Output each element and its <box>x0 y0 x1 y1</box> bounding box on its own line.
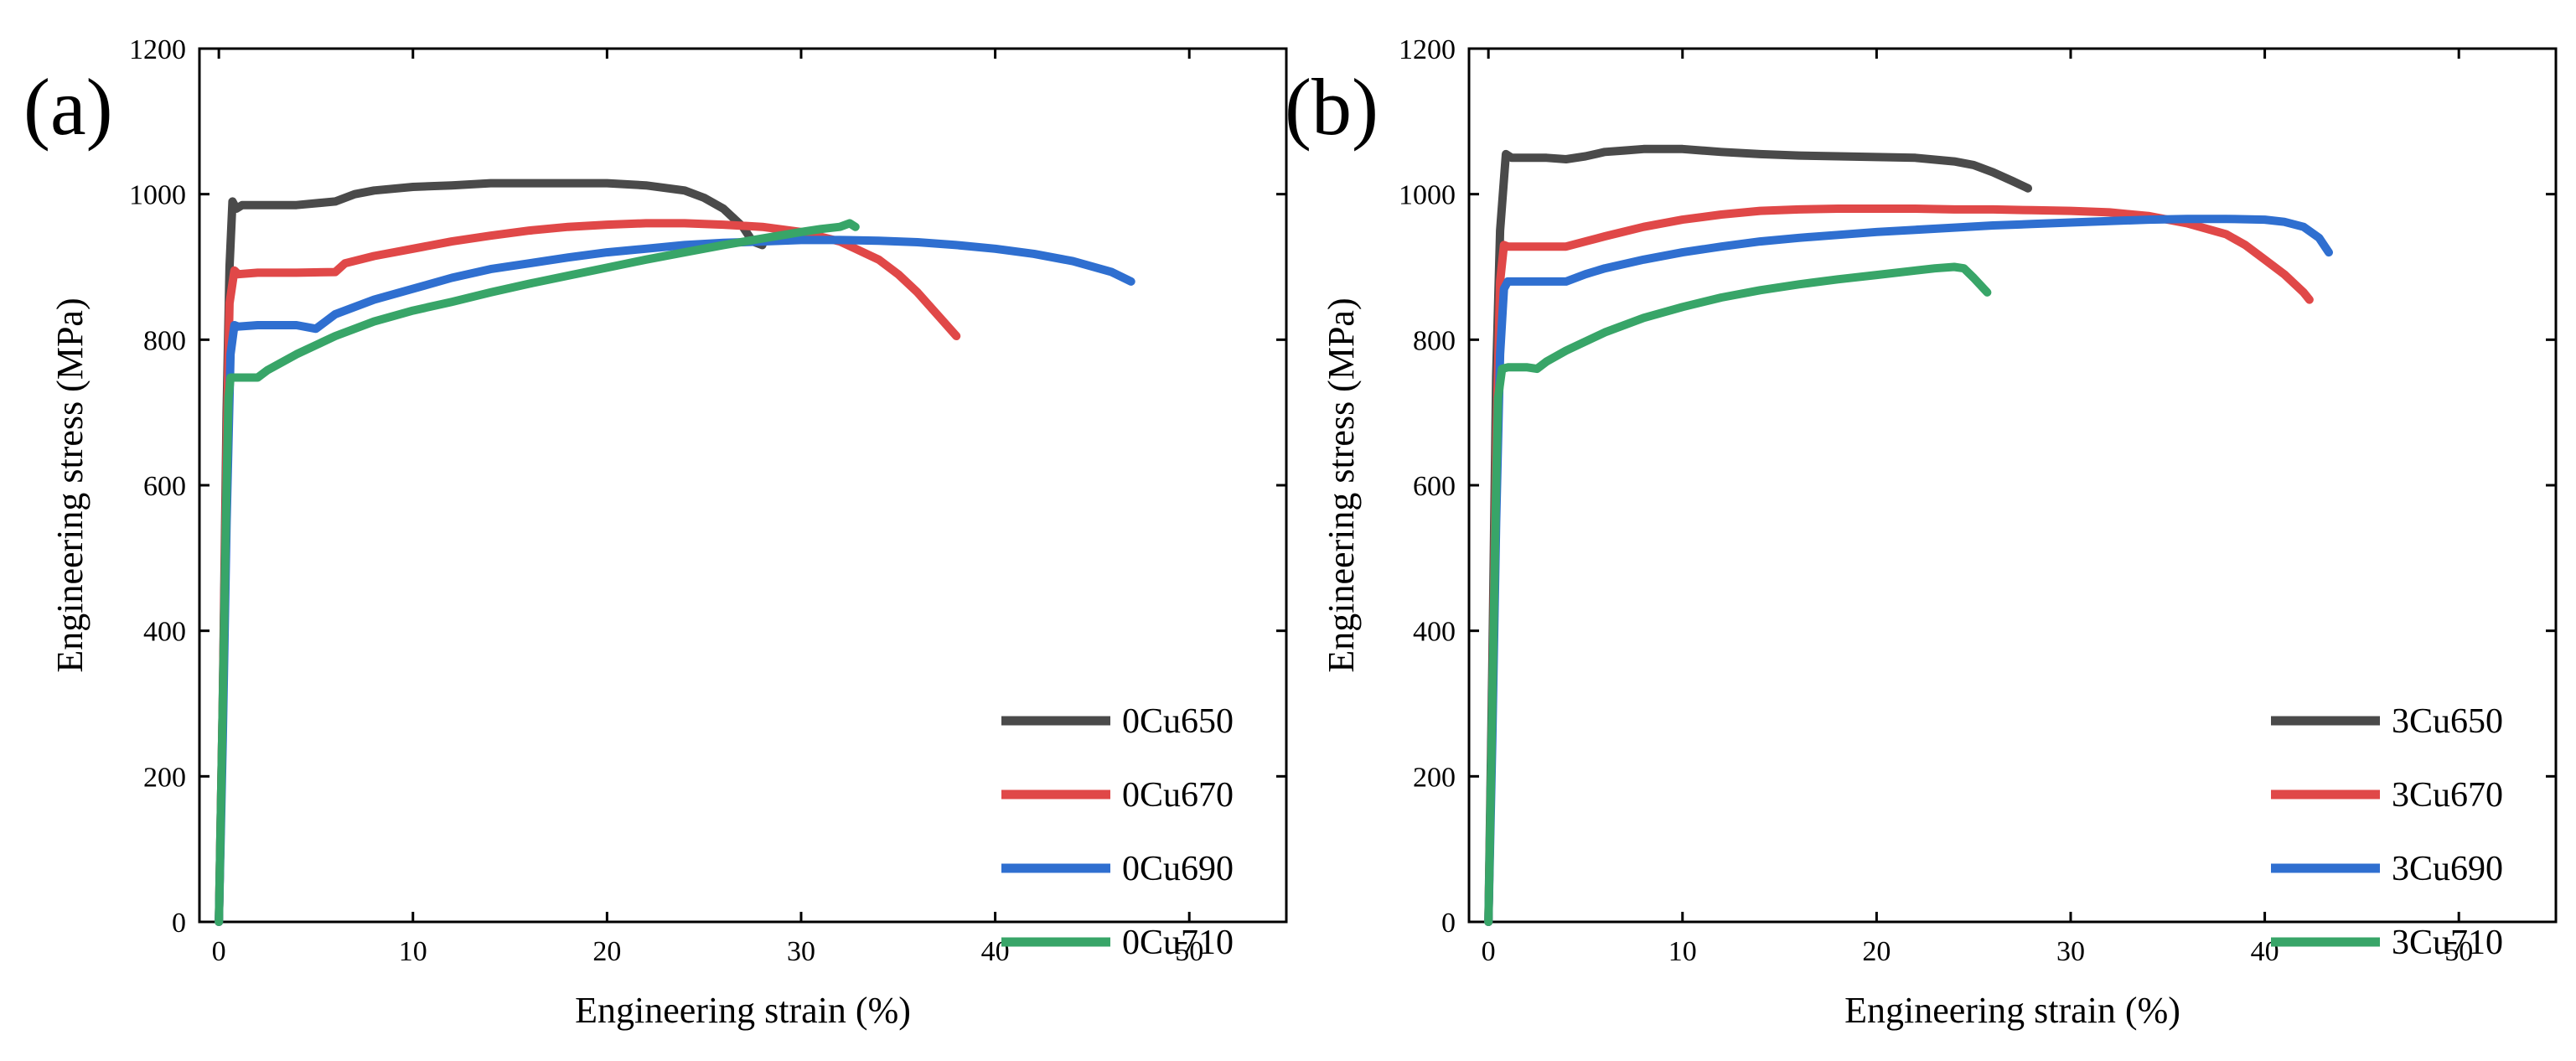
legend-label: 3Cu650 <box>2392 702 2503 741</box>
y-tick-label: 1200 <box>129 34 186 65</box>
legend-label: 0Cu670 <box>1122 776 1234 815</box>
legend-label: 0Cu690 <box>1122 850 1234 888</box>
y-tick-label: 600 <box>143 471 186 502</box>
y-tick-label: 600 <box>1413 471 1456 502</box>
x-tick-label: 10 <box>1668 936 1697 967</box>
y-tick-label: 400 <box>1413 617 1456 648</box>
y-tick-label: 800 <box>1413 325 1456 356</box>
x-tick-label: 30 <box>2056 936 2085 967</box>
y-tick-label: 200 <box>143 762 186 793</box>
legend-label: 0Cu650 <box>1122 702 1234 741</box>
series-line-3Cu690 <box>1484 215 2333 926</box>
y-tick-label: 1000 <box>129 180 186 211</box>
panel-label: (b) <box>1285 62 1379 152</box>
y-tick-label: 1200 <box>1399 34 1456 65</box>
y-tick-label: 400 <box>143 617 186 648</box>
x-axis-label: Engineering strain (%) <box>1844 990 2180 1031</box>
x-tick-label: 50 <box>1175 936 1203 967</box>
y-axis-label: Engineering stress (MPa) <box>49 298 91 672</box>
x-tick-label: 20 <box>1862 936 1891 967</box>
x-axis-label: Engineering strain (%) <box>575 990 911 1031</box>
x-tick-label: 0 <box>1482 936 1496 967</box>
panel-label: (a) <box>23 62 113 152</box>
series-line-0Cu690 <box>215 235 1135 926</box>
y-tick-label: 0 <box>172 908 186 939</box>
x-tick-label: 0 <box>212 936 226 967</box>
series-line-0Cu670 <box>215 219 961 926</box>
panel-b: 0 10 20 30 40 50020040060080010001200Engineer… <box>1285 34 2558 1031</box>
x-tick-label: 10 <box>399 936 427 967</box>
x-tick-label: 30 <box>787 936 815 967</box>
series-line-3Cu710 <box>1484 262 1992 926</box>
legend-label: 3Cu710 <box>2392 924 2503 962</box>
y-tick-label: 0 <box>1441 908 1456 939</box>
y-tick-label: 200 <box>1413 762 1456 793</box>
y-tick-label: 800 <box>143 325 186 356</box>
y-axis-label: Engineering stress (MPa) <box>1321 298 1362 672</box>
y-tick-label: 1000 <box>1399 180 1456 211</box>
panel-a: 0 10 20 30 40 50020040060080010001200Engineer… <box>23 34 1288 1031</box>
legend-label: 0Cu710 <box>1122 924 1234 962</box>
series-line-3Cu670 <box>1484 204 2314 926</box>
series-line-0Cu710 <box>215 219 860 926</box>
series-line-0Cu650 <box>215 179 767 926</box>
series-line-3Cu650 <box>1484 144 2032 926</box>
x-tick-label: 20 <box>592 936 621 967</box>
x-tick-label: 50 <box>2444 936 2473 967</box>
legend-label: 3Cu670 <box>2392 776 2503 815</box>
legend-label: 3Cu690 <box>2392 850 2503 888</box>
